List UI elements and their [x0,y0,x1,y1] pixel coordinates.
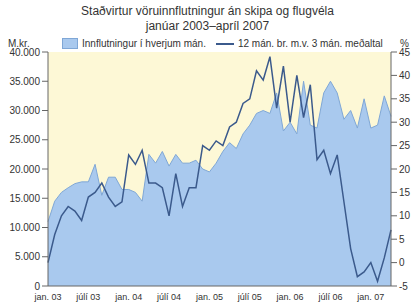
svg-text:25: 25 [399,140,407,151]
html-text:12 mán. br. m.v. 3 mán. meðalt: 12 mán. br. m.v. 3 mán. meðaltal [238,38,383,49]
svg-text:5: 5 [399,234,405,245]
html-text:janúar 2003–apríl 2007: janúar 2003–apríl 2007 [145,19,270,33]
svg-text:jan. 07: jan. 07 [356,292,384,302]
svg-text:júlí 05: júlí 05 [237,292,262,302]
svg-text:45: 45 [399,47,407,58]
svg-text:júlí 06: júlí 06 [317,292,342,302]
html-text:Innflutningur í hverjum mán.: Innflutningur í hverjum mán. [82,38,206,49]
svg-text:jan. 06: jan. 06 [276,292,304,302]
html-text:Staðvirtur vöruinnflutningur á: Staðvirtur vöruinnflutningur án skipa og… [81,4,334,18]
svg-text:15: 15 [399,187,407,198]
svg-text:10.000: 10.000 [9,222,40,233]
svg-text:30: 30 [399,117,407,128]
svg-text:jan. 03: jan. 03 [33,292,61,302]
svg-text:0: 0 [34,281,40,292]
svg-text:júlí 03: júlí 03 [75,292,100,302]
svg-text:25.000: 25.000 [9,134,40,145]
svg-text:35: 35 [399,93,407,104]
svg-text:35.000: 35.000 [9,76,40,87]
svg-text:-5: -5 [399,281,407,292]
svg-text:jan. 05: jan. 05 [195,292,223,302]
svg-text:20.000: 20.000 [9,164,40,175]
svg-text:5.000: 5.000 [15,251,40,262]
svg-text:jan. 04: jan. 04 [114,292,142,302]
html-text:M.kr.: M.kr. [8,38,30,49]
svg-text:40.000: 40.000 [9,47,40,58]
svg-text:30.000: 30.000 [9,105,40,116]
svg-text:40: 40 [399,70,407,81]
svg-text:0: 0 [399,257,405,268]
svg-text:10: 10 [399,210,407,221]
svg-text:júlí 04: júlí 04 [156,292,181,302]
svg-text:20: 20 [399,164,407,175]
svg-text:15.000: 15.000 [9,193,40,204]
